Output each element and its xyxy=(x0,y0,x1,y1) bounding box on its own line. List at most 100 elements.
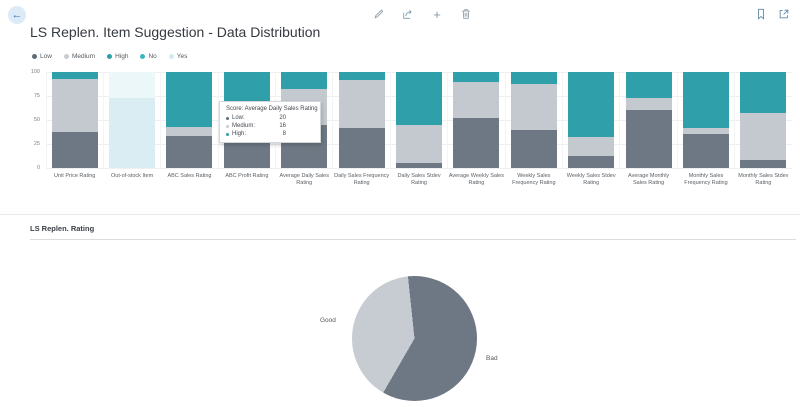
open-in-new-icon xyxy=(779,9,789,19)
back-button[interactable]: ← xyxy=(8,6,26,24)
bar-segment-low[interactable] xyxy=(396,163,443,168)
stacked-bar[interactable] xyxy=(740,72,787,168)
legend-dot-icon xyxy=(140,54,146,59)
bar-slot: ABC Sales Rating xyxy=(160,72,218,187)
new-button[interactable]: + xyxy=(430,7,444,21)
bar-segment-low[interactable] xyxy=(338,127,385,168)
bar-segment-low[interactable] xyxy=(453,118,500,168)
stacked-bar[interactable] xyxy=(625,72,672,168)
bar-segment-high[interactable] xyxy=(510,72,557,84)
bar-segment-high[interactable] xyxy=(740,72,787,114)
y-axis-tick-label: 0 xyxy=(36,165,40,171)
bookmark-icon xyxy=(758,8,764,20)
stacked-bar[interactable] xyxy=(682,72,729,168)
stacked-bar[interactable] xyxy=(338,72,385,168)
bar-chart-slots: Unit Price Rating Out-of-stock Item ABC Sa… xyxy=(45,72,792,187)
stacked-bar[interactable] xyxy=(453,72,500,168)
stacked-bar[interactable] xyxy=(51,72,98,168)
share-button[interactable] xyxy=(401,7,415,21)
bar-segment-high[interactable] xyxy=(568,72,615,138)
bar-segment-medium[interactable] xyxy=(510,83,557,130)
delete-button[interactable] xyxy=(459,7,473,21)
bar-segment-high[interactable] xyxy=(682,72,729,128)
bar-segment-medium[interactable] xyxy=(568,137,615,157)
legend-dot-icon xyxy=(63,54,69,59)
pie-slice-label-bad: Bad xyxy=(486,355,498,362)
tooltip-row: Low: 20 xyxy=(226,115,314,121)
pencil-icon xyxy=(374,9,384,19)
legend-item-low[interactable]: Low xyxy=(32,53,52,60)
legend-item-medium[interactable]: Medium xyxy=(63,53,96,60)
stacked-bar[interactable] xyxy=(396,72,443,168)
bar-slot: Average Monthly Sales Rating xyxy=(619,72,677,187)
legend-label: Medium xyxy=(71,53,96,60)
bar-segment-high[interactable] xyxy=(396,72,443,125)
plus-icon: + xyxy=(433,6,441,22)
bar-category-label: ABC Profit Rating xyxy=(225,173,269,179)
bar-segment-high[interactable] xyxy=(453,72,500,82)
bar-segment-medium[interactable] xyxy=(396,124,443,164)
bar-segment-medium[interactable] xyxy=(453,81,500,119)
bar-segment-low[interactable] xyxy=(510,129,557,168)
bar-segment-medium[interactable] xyxy=(682,127,729,135)
stacked-bar[interactable] xyxy=(568,72,615,168)
y-axis-tick-label: 75 xyxy=(33,93,40,99)
bar-segment-low[interactable] xyxy=(568,156,615,168)
bar-segment-low[interactable] xyxy=(51,131,98,168)
bar-category-label: Average Weekly Sales Rating xyxy=(448,173,504,187)
bar-segment-medium[interactable] xyxy=(740,113,787,161)
bar-segment-high[interactable] xyxy=(166,72,213,127)
bar-slot: Out-of-stock Item xyxy=(102,72,160,187)
y-axis-tick-label: 100 xyxy=(30,69,40,75)
section-rule xyxy=(30,239,796,240)
bar-segment-medium[interactable] xyxy=(338,79,385,128)
tooltip-series-label: Medium: xyxy=(232,123,256,129)
bar-segment-high[interactable] xyxy=(338,72,385,80)
legend-item-high[interactable]: High xyxy=(107,53,128,60)
open-in-new-window-button[interactable] xyxy=(777,7,791,21)
bar-segment-low[interactable] xyxy=(166,136,213,168)
bar-segment-medium[interactable] xyxy=(166,126,213,137)
tooltip-series-dot-icon xyxy=(226,124,229,128)
legend-dot-icon xyxy=(32,54,37,59)
bar-segment-medium[interactable] xyxy=(625,97,672,111)
tooltip-series-value: 8 xyxy=(282,131,286,137)
tooltip-title: Score: Average Daily Sales Rating xyxy=(226,106,318,112)
bar-category-label: Daily Sales Stdev Rating xyxy=(397,173,441,187)
window-actions xyxy=(754,7,791,21)
bar-category-label: Daily Sales Frequency Rating xyxy=(334,173,390,187)
bar-category-label: Average Daily Sales Rating xyxy=(279,173,329,187)
tooltip-series-value: 16 xyxy=(279,123,286,129)
edit-button[interactable] xyxy=(372,7,386,21)
bar-category-label: Weekly Sales Frequency Rating xyxy=(512,173,556,187)
bar-slot: Daily Sales Stdev Rating xyxy=(389,72,447,187)
bar-segment-low[interactable] xyxy=(625,110,672,168)
bookmark-button[interactable] xyxy=(754,7,768,21)
bar-segment-high[interactable] xyxy=(625,72,672,98)
legend-item-no[interactable]: No xyxy=(140,53,157,60)
tooltip-row: Medium: 16 xyxy=(226,123,314,129)
bar-segment-low[interactable] xyxy=(682,134,729,168)
tooltip-series-label: Low: xyxy=(232,115,245,121)
tooltip-series-dot-icon xyxy=(226,132,229,136)
bar-segment-yes[interactable] xyxy=(109,72,156,98)
stacked-bar[interactable] xyxy=(510,72,557,168)
bar-segment-high[interactable] xyxy=(281,72,328,90)
legend-label: High xyxy=(115,53,129,60)
legend-item-yes[interactable]: Yes xyxy=(168,53,188,60)
pie-chart[interactable] xyxy=(352,276,477,401)
trash-icon xyxy=(462,9,470,19)
legend-label: Low xyxy=(40,53,52,60)
part-separator xyxy=(0,214,800,215)
legend-label: Yes xyxy=(176,53,188,60)
bar-slot: Weekly Sales Stdev Rating xyxy=(562,72,620,187)
stacked-bar[interactable] xyxy=(109,72,156,168)
bar-segment-low[interactable] xyxy=(740,160,787,168)
bar-segment-high[interactable] xyxy=(51,72,98,79)
page-title: LS Replen. Item Suggestion - Data Distri… xyxy=(30,24,321,40)
stacked-bar[interactable] xyxy=(166,72,213,168)
bar-slot: Average Weekly Sales Rating xyxy=(447,72,505,187)
bar-segment-no[interactable] xyxy=(109,97,156,168)
chart-legend: Low Medium High No Yes xyxy=(32,53,187,60)
bar-segment-medium[interactable] xyxy=(51,78,98,132)
